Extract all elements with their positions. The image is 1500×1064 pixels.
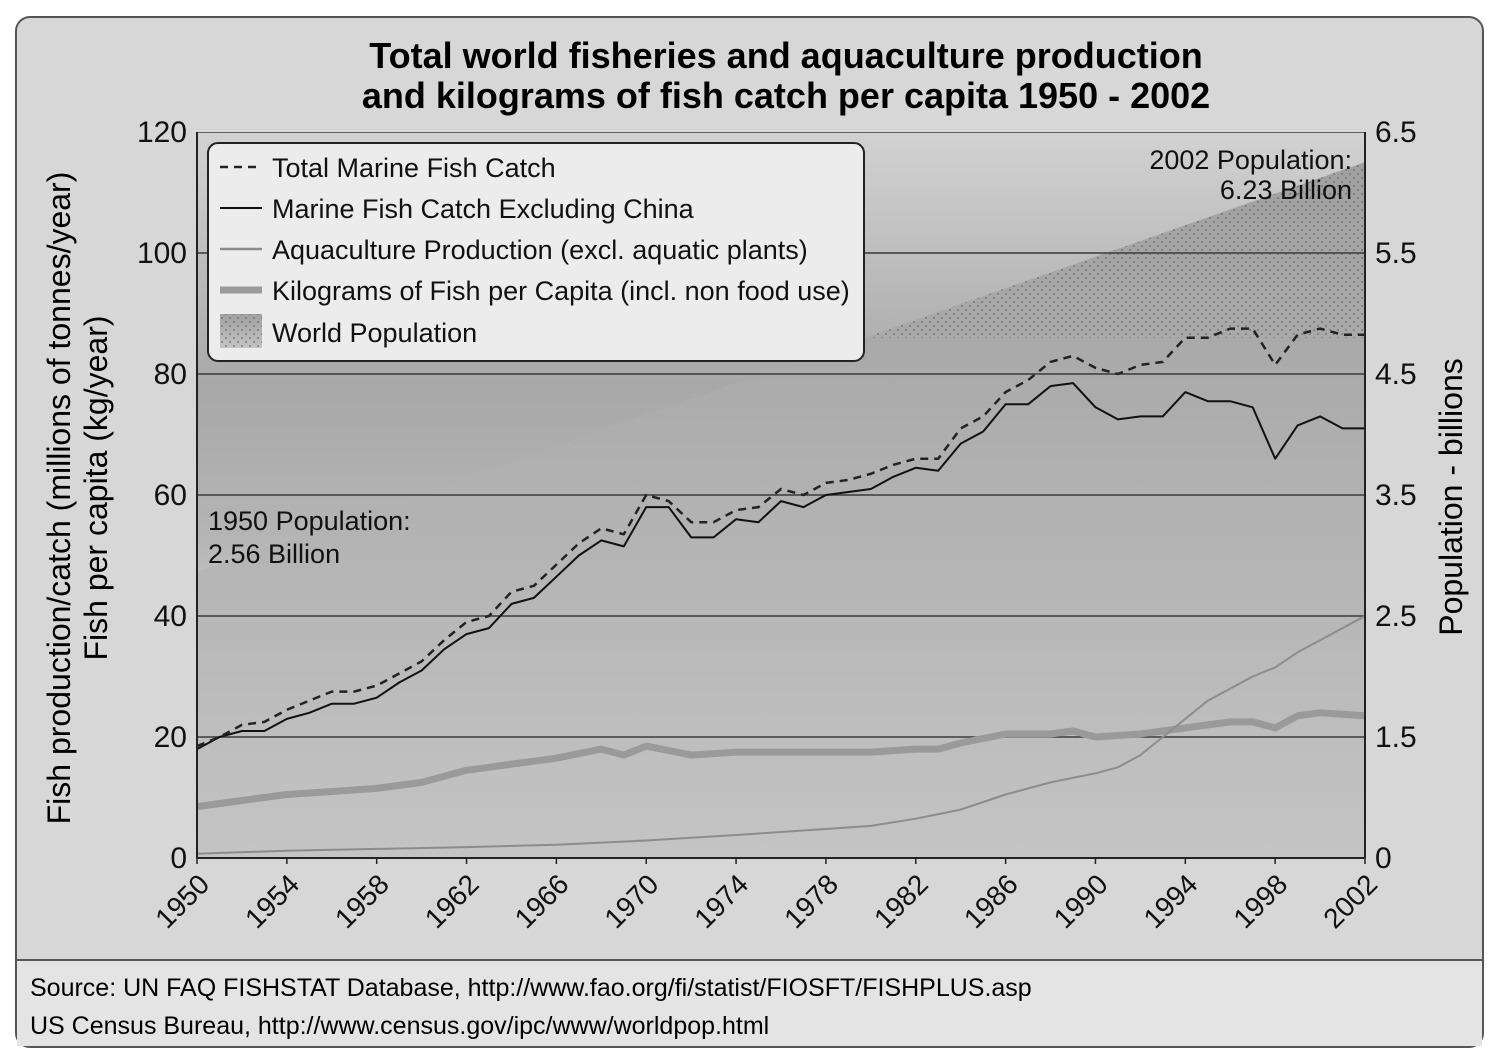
legend-label-per-capita: Kilograms of Fish per Capita (incl. non …: [272, 276, 850, 306]
left-tick-label: 20: [154, 721, 187, 754]
annotation-2002-population-2: 6.23 Billion: [1220, 175, 1352, 205]
right-tick-label: 6.5: [1375, 116, 1417, 149]
series-layer: [197, 327, 1365, 855]
right-tick-label: 5.5: [1375, 237, 1417, 270]
legend-box: [207, 142, 865, 362]
source-line-1: Source: UN FAQ FISHSTAT Database, http:/…: [30, 974, 1032, 1002]
right-tick-label: 2.5: [1375, 600, 1417, 633]
source-line-2: US Census Bureau, http://www.census.gov/…: [30, 1012, 769, 1040]
annotation-1950-population-1: 1950 Population:: [208, 506, 411, 536]
chart-title: Total world fisheries and aquaculture pr…: [369, 35, 1202, 76]
left-tick-labels: 0 20 40 60 80 100 120: [137, 116, 187, 875]
series-line-2: [197, 615, 1365, 855]
series-line-1: [197, 382, 1365, 750]
left-tick-label: 60: [154, 479, 187, 512]
legend-label-total-catch: Total Marine Fish Catch: [272, 153, 556, 183]
right-axis-label: Population - billions: [1433, 358, 1469, 636]
legend-label-excl-china: Marine Fish Catch Excluding China: [272, 194, 695, 224]
left-tick-label: 120: [137, 116, 187, 149]
legend-label-aquaculture: Aquaculture Production (excl. aquatic pl…: [272, 235, 808, 265]
right-tick-label: 0: [1375, 842, 1392, 875]
footer-band: [17, 961, 1482, 1046]
series-line-3: [197, 709, 1365, 811]
right-tick-label: 1.5: [1375, 721, 1417, 754]
right-tick-labels: 0 1.5 2.5 3.5 4.5 5.5 6.5: [1375, 116, 1417, 875]
right-tick-label: 3.5: [1375, 479, 1417, 512]
left-axis-label-1: Fish production/catch (millions of tonne…: [41, 172, 77, 825]
legend: Total Marine Fish Catch Marine Fish Catc…: [207, 142, 865, 362]
annotation-2002-population-1: 2002 Population:: [1149, 145, 1352, 175]
left-tick-label: 80: [154, 358, 187, 391]
legend-label-population: World Population: [272, 318, 477, 348]
gridlines: [197, 132, 1365, 738]
left-tick-label: 40: [154, 600, 187, 633]
series-line-0: [197, 327, 1365, 748]
legend-swatch-population-dots: [220, 314, 262, 348]
population-dot-overlay: [870, 162, 1365, 338]
chart-subtitle: and kilograms of fish catch per capita 1…: [362, 75, 1210, 116]
right-tick-label: 4.5: [1375, 358, 1417, 391]
left-tick-label: 0: [170, 842, 187, 875]
annotation-1950-population-2: 2.56 Billion: [208, 539, 340, 569]
left-axis-label-2: Fish per capita (kg/year): [78, 315, 114, 660]
left-tick-label: 100: [137, 237, 187, 270]
